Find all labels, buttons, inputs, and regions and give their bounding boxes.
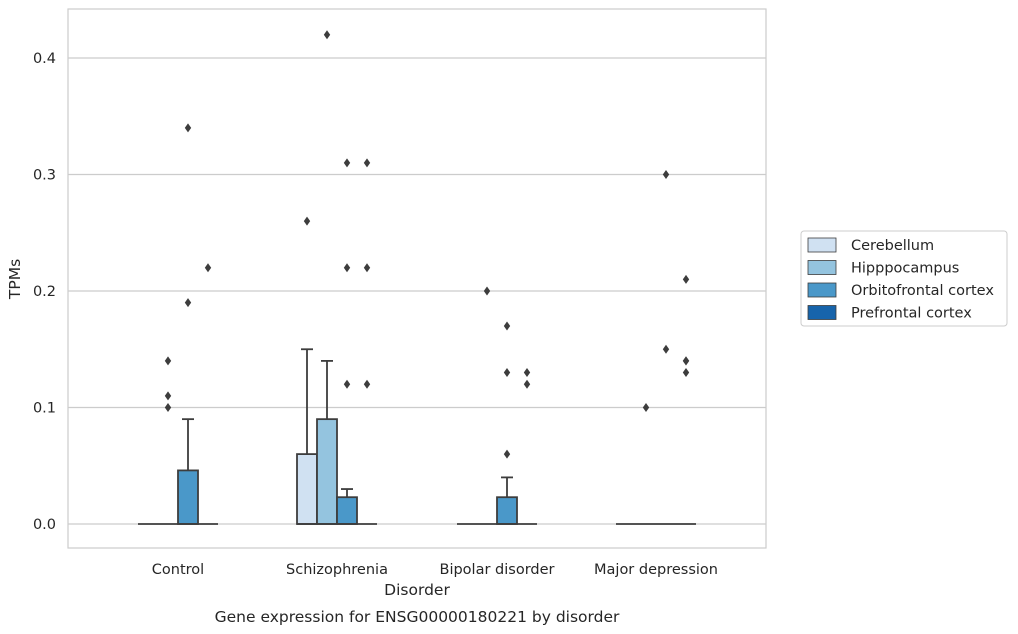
y-tick-label: 0.3: [33, 168, 56, 184]
outlier-point: [323, 30, 331, 40]
gridlines: [68, 57, 766, 525]
outlier-point: [184, 298, 192, 308]
x-tick-label: Control: [152, 562, 204, 578]
outlier-point: [662, 344, 670, 354]
outlier-point: [164, 356, 172, 366]
axis-ticks: 0.0 0.1 0.2 0.3 0.4 Control Schizophrenia Bipol…: [33, 51, 718, 578]
outlier-point: [503, 449, 511, 459]
y-tick-label: 0.1: [33, 401, 56, 417]
legend-swatch: [807, 305, 837, 320]
outlier-point: [363, 379, 371, 389]
outlier-point: [363, 158, 371, 168]
outlier-point: [662, 170, 670, 179]
outlier-point: [204, 263, 212, 273]
outlier-point: [523, 379, 531, 389]
outlier-point: [303, 216, 311, 226]
outlier-point: [503, 368, 511, 378]
y-tick-label: 0.0: [33, 517, 56, 533]
legend-swatch: [807, 260, 837, 275]
legend-label: Hipppocampus: [851, 261, 959, 277]
box: [296, 453, 318, 525]
outlier-point: [343, 158, 351, 168]
outlier-point: [682, 356, 690, 366]
box: [336, 496, 358, 525]
box: [496, 496, 518, 525]
outlier-point: [343, 263, 351, 273]
x-tick-label: Schizophrenia: [286, 562, 388, 578]
outlier-point: [164, 403, 172, 412]
legend-frame: [800, 230, 1008, 327]
box-plot-area: [138, 30, 696, 525]
outlier-point: [483, 286, 491, 296]
y-axis-label: TPMs: [6, 259, 24, 300]
outlier-point: [523, 368, 531, 378]
legend-label: Cerebellum: [851, 238, 934, 254]
outlier-point: [642, 403, 650, 412]
chart-caption: Gene expression for ENSG00000180221 by d…: [215, 608, 620, 626]
y-tick-label: 0.2: [33, 284, 56, 300]
x-tick-label: Major depression: [594, 562, 718, 578]
y-tick-label: 0.4: [33, 51, 56, 67]
x-axis-label: Disorder: [384, 581, 450, 599]
outlier-point: [343, 379, 351, 389]
legend: Cerebellum Hipppocampus Orbitofrontal cort…: [800, 230, 1008, 327]
outlier-point: [184, 123, 192, 133]
outlier-point: [682, 368, 690, 378]
outlier-point: [164, 391, 172, 401]
outlier-point: [503, 321, 511, 331]
outlier-point: [682, 274, 690, 284]
legend-label: Orbitofrontal cortex: [851, 283, 994, 299]
box: [316, 418, 338, 525]
legend-swatch: [807, 282, 837, 298]
plot-frame: [67, 8, 767, 549]
outlier-point: [363, 263, 371, 273]
x-tick-label: Bipolar disorder: [440, 562, 555, 578]
legend-swatch: [807, 237, 837, 253]
legend-label: Prefrontal cortex: [851, 306, 972, 322]
box: [177, 469, 199, 525]
